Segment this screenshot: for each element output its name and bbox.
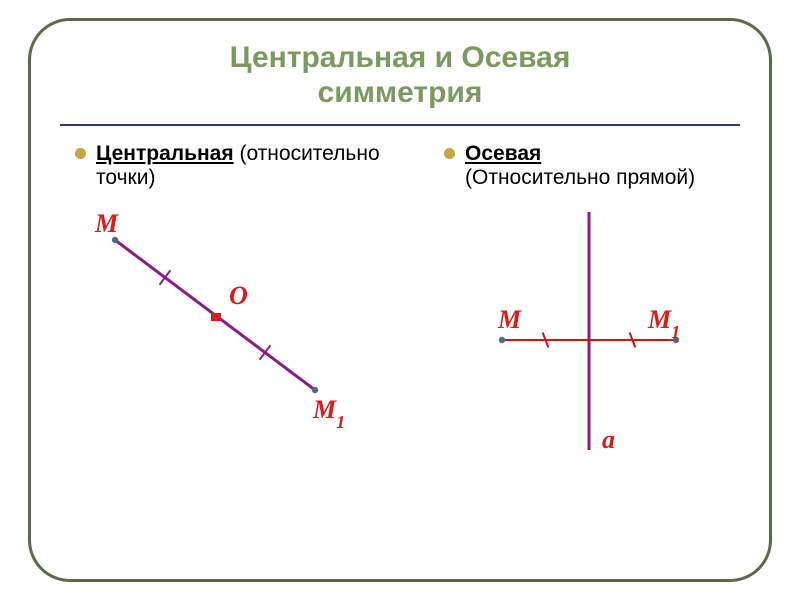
left-column: Центральная (относительно точки) M O M1 bbox=[31, 142, 400, 460]
right-column: Осевая (Относительно прямой) M M1 a bbox=[400, 142, 769, 460]
right-header-tail: (Относительно прямой) bbox=[465, 166, 695, 189]
axial-symmetry-svg: M M1 a bbox=[444, 200, 744, 460]
left-header-text: Центральная (относительно точки) bbox=[96, 142, 380, 190]
columns: Центральная (относительно точки) M O M1 Ос… bbox=[31, 142, 769, 460]
svg-text:O: O bbox=[229, 281, 248, 310]
right-header-underlined: Осевая bbox=[465, 142, 541, 165]
left-header-underlined: Центральная bbox=[96, 142, 234, 165]
title-underline bbox=[60, 124, 740, 126]
right-diagram: M M1 a bbox=[444, 200, 749, 460]
bullet-icon bbox=[444, 148, 455, 159]
bullet-icon bbox=[75, 148, 86, 159]
slide-frame: Центральная и Осевая симметрия Центральн… bbox=[28, 18, 772, 582]
right-header: Осевая (Относительно прямой) bbox=[444, 142, 749, 190]
left-header: Центральная (относительно точки) bbox=[75, 142, 380, 190]
central-symmetry-svg: M O M1 bbox=[75, 200, 375, 440]
svg-text:a: a bbox=[602, 425, 615, 454]
title-line2: симметрия bbox=[318, 76, 483, 109]
left-diagram: M O M1 bbox=[75, 200, 380, 440]
svg-text:M: M bbox=[497, 305, 522, 334]
svg-text:M1: M1 bbox=[647, 305, 680, 342]
svg-text:M: M bbox=[94, 209, 119, 238]
slide-title: Центральная и Осевая симметрия bbox=[31, 41, 769, 110]
svg-text:M1: M1 bbox=[312, 395, 345, 432]
right-header-text: Осевая (Относительно прямой) bbox=[465, 142, 695, 190]
title-line1: Центральная и Осевая bbox=[230, 41, 571, 74]
